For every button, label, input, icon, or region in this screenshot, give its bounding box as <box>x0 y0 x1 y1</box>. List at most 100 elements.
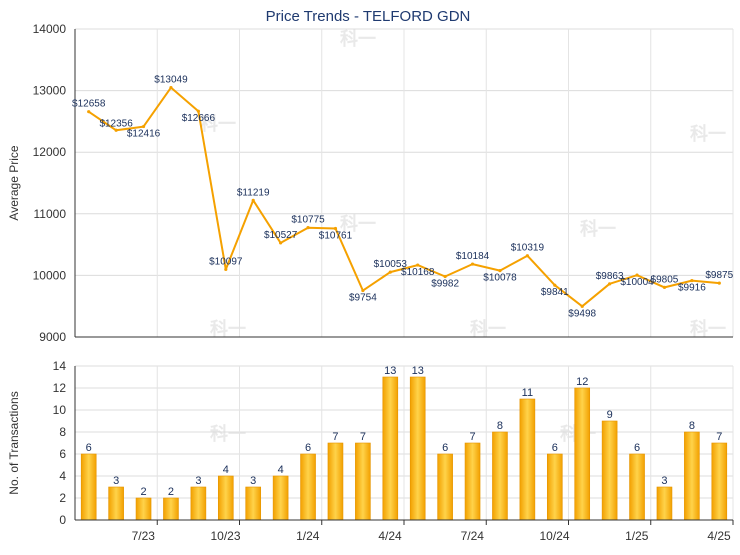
price-data-label: $9982 <box>431 279 459 290</box>
price-point <box>196 109 200 113</box>
transaction-data-label: 6 <box>442 442 448 454</box>
y-axis-title: Average Price <box>7 145 21 220</box>
transaction-data-label: 4 <box>278 464 284 476</box>
transaction-data-label: 6 <box>634 442 640 454</box>
price-point <box>498 268 502 273</box>
transaction-bar <box>382 376 399 521</box>
transaction-data-label: 7 <box>360 431 366 443</box>
price-point <box>525 254 529 258</box>
transaction-bar <box>190 486 207 521</box>
price-point <box>608 282 612 286</box>
y-tick-label: 10 <box>53 403 67 417</box>
transaction-bar <box>409 376 426 521</box>
price-point <box>635 273 639 277</box>
price-data-label: $10097 <box>209 256 243 267</box>
price-data-label: $10078 <box>483 273 517 284</box>
transaction-data-label: 4 <box>223 464 229 476</box>
transaction-bar <box>601 420 618 521</box>
price-point <box>279 241 283 245</box>
price-point <box>470 262 475 266</box>
transaction-bar <box>629 453 645 521</box>
chart-title: Price Trends - TELFORD GDN <box>266 8 471 25</box>
price-point <box>717 281 721 285</box>
price-data-label: $12416 <box>127 129 161 140</box>
transaction-data-label: 8 <box>689 420 695 432</box>
transaction-data-label: 2 <box>140 486 146 498</box>
price-data-label: $13049 <box>154 75 188 86</box>
transaction-data-label: 7 <box>716 431 722 443</box>
transaction-bar <box>546 453 563 521</box>
y-tick-label: 8 <box>59 425 66 439</box>
price-data-label: $9863 <box>596 271 624 282</box>
price-data-label: $9754 <box>349 293 377 304</box>
price-point <box>224 267 228 272</box>
transaction-data-label: 7 <box>469 431 475 443</box>
transaction-bar <box>684 431 700 521</box>
transaction-bar <box>300 453 316 521</box>
price-data-label: $9916 <box>678 283 706 294</box>
watermark-text: 科一 <box>340 28 376 49</box>
price-point <box>388 270 392 274</box>
x-tick-label: 1/24 <box>296 529 320 543</box>
watermark-text: 科一 <box>210 423 246 444</box>
price-point <box>662 285 667 290</box>
price-data-label: $10775 <box>291 215 325 226</box>
x-tick-label: 10/24 <box>539 529 569 543</box>
x-tick-label: 7/23 <box>132 529 156 543</box>
transaction-data-label: 2 <box>168 486 174 498</box>
transaction-bar <box>80 453 97 521</box>
transaction-data-label: 6 <box>305 442 311 454</box>
transaction-data-label: 13 <box>384 365 396 377</box>
price-data-label: $12356 <box>99 118 133 129</box>
price-series-line <box>88 86 720 308</box>
y-tick-label: 13000 <box>33 84 67 98</box>
transaction-bar <box>135 497 152 521</box>
price-point <box>443 274 447 279</box>
transaction-bar <box>656 486 673 521</box>
transaction-bar <box>519 398 536 521</box>
y-tick-label: 0 <box>59 513 66 527</box>
y-tick-label: 11000 <box>34 207 67 221</box>
price-data-label: $12666 <box>182 113 216 124</box>
price-data-label: $9841 <box>541 287 569 298</box>
watermark-text: 科一 <box>580 218 616 239</box>
y-tick-label: 12 <box>53 381 67 395</box>
transaction-bar <box>574 387 591 521</box>
transaction-data-label: 9 <box>607 409 613 421</box>
transaction-data-label: 8 <box>497 420 503 432</box>
transaction-data-label: 3 <box>661 475 667 487</box>
price-data-label: $9875 <box>705 270 733 281</box>
x-tick-label: 4/24 <box>378 529 402 543</box>
y-tick-label: 2 <box>59 491 66 505</box>
price-data-label: $10053 <box>374 259 408 270</box>
transaction-bar <box>163 497 179 521</box>
price-data-label: $9805 <box>651 274 679 285</box>
price-data-label: $9498 <box>568 308 596 319</box>
price-data-label: $10184 <box>456 251 490 262</box>
transaction-data-label: 13 <box>412 365 424 377</box>
price-point <box>416 263 420 267</box>
y-tick-label: 10000 <box>33 268 67 282</box>
transaction-bar <box>217 475 234 521</box>
y-tick-label: 14 <box>53 359 67 373</box>
transaction-bar <box>327 442 344 521</box>
y-tick-label: 14000 <box>33 22 67 36</box>
watermark-text: 科一 <box>470 318 506 339</box>
transaction-data-label: 12 <box>576 376 588 388</box>
price-data-label: $12658 <box>72 99 106 110</box>
transaction-data-label: 7 <box>332 431 338 443</box>
x-tick-label: 1/25 <box>625 529 649 543</box>
price-data-label: $10527 <box>264 230 298 241</box>
transaction-bar <box>245 486 262 521</box>
price-data-label: $11219 <box>237 187 270 198</box>
price-point <box>306 226 310 230</box>
transaction-bar <box>437 453 453 521</box>
transaction-data-label: 3 <box>250 475 256 487</box>
price-point <box>361 288 365 293</box>
price-point <box>580 304 584 308</box>
transaction-data-label: 11 <box>522 387 533 399</box>
watermark-text: 科一 <box>340 213 376 234</box>
price-data-label: $10319 <box>511 243 545 254</box>
transaction-bar <box>492 431 508 521</box>
